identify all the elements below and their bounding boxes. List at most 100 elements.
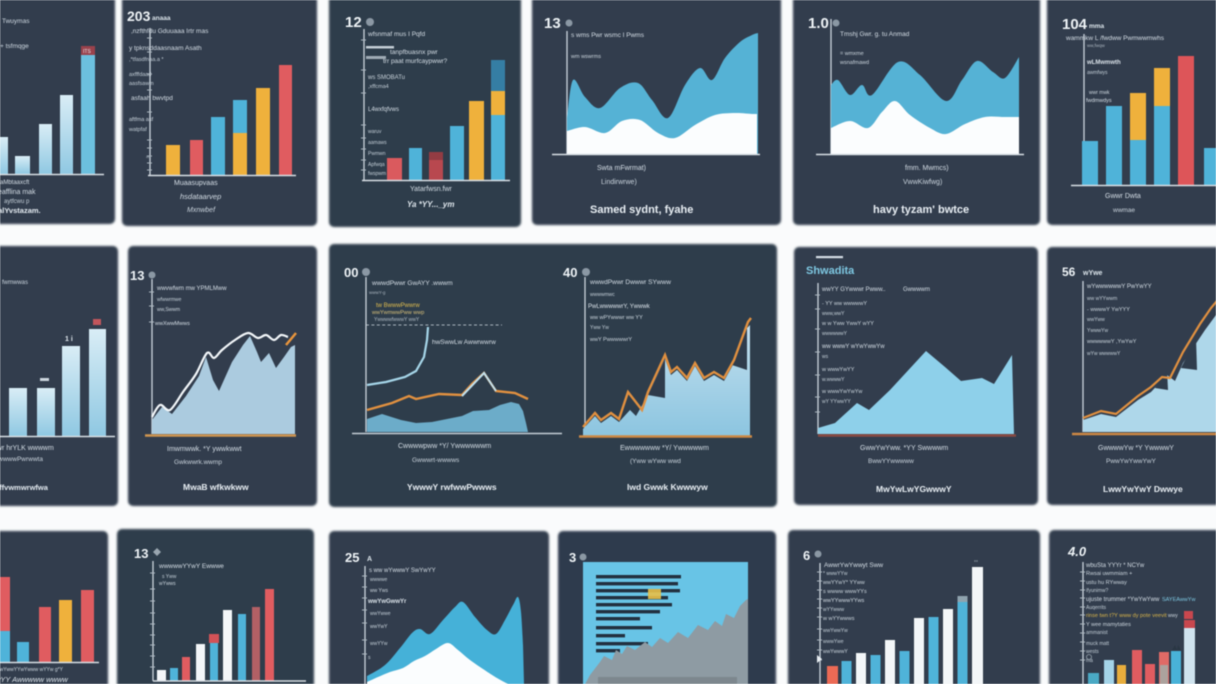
svg-text:wwYwwe: wwYwwe [370,611,391,617]
svg-text:tanpfbuasnx pwr: tanpfbuasnx pwr [390,49,439,56]
svg-text:Imwmwwk. *Y ywwkwwt: Imwmwwk. *Y ywwkwwt [167,446,242,453]
svg-text:fwdmwdys: fwdmwdys [1086,98,1112,104]
svg-text:mma: mma [1089,23,1105,30]
svg-text:wwXwwMwws: wwXwwMwws [154,321,190,327]
svg-text:aasfsawm: aasfsawm [129,81,154,87]
svg-text:fmm. Mwmcs): fmm. Mwmcs) [905,165,949,172]
svg-text:4.0: 4.0 [1067,544,1087,559]
svg-text:waruv: waruv [368,129,382,135]
svg-text:Pwmwn: Pwmwn [368,151,386,157]
svg-text:Swta mFwrmat): Swta mFwrmat) [597,165,646,172]
svg-text:wwwwwYYwY Ewwwe: wwwwwYYwY Ewwwe [158,563,224,570]
svg-text:Lindirwrwe): Lindirwrwe) [601,179,637,186]
svg-text:ws: ws [822,354,829,360]
svg-text:- wwwwY YwYYY: - wwwwY YwYYY [1087,307,1130,313]
svg-text:asfaah bwvtpd: asfaah bwvtpd [131,95,173,102]
svg-text:w wwwYwYwYw: w wwwYwYwYw [821,389,862,395]
svg-text:wsnafmawd: wsnafmawd [839,60,869,66]
svg-text:wY YYwwYY: wY YYwwYY [822,399,851,405]
svg-text:watpfaf: watpfaf [128,127,147,133]
svg-text:Iwd Gwwk Kwwwyw: Iwd Gwwk Kwwwyw [627,482,708,492]
svg-text:13: 13 [134,546,148,561]
svg-text:(Yww wYww wwd: (Yww wYww wwd [630,458,681,465]
svg-text:Mxnwbef: Mxnwbef [187,207,216,214]
svg-text:Auqerrits: Auqerrits [1086,605,1107,611]
svg-text:aytfcwu p: aytfcwu p [4,199,30,205]
svg-text:wm wswrms: wm wswrms [570,54,601,60]
svg-text:wwYwwYw: wwYwwYw [823,628,848,634]
svg-text:axfffdaad: axfffdaad [129,72,151,78]
svg-text:ammanist: ammanist [1086,630,1108,636]
svg-text:wwYwmwwPww wwp: wwYwmwwPww wwp [371,310,424,316]
svg-text:tw BwwwPwwrw: tw BwwwPwwrw [376,303,420,309]
svg-text:aa: aa [146,154,152,159]
svg-text:Twuymas: Twuymas [2,18,30,25]
svg-text:Muaasupvaas: Muaasupvaas [174,180,218,187]
svg-text:wwwwe: wwwwe [370,577,387,583]
svg-text:w.wwwwY: w.wwwwY [822,377,845,383]
svg-text:LwwYwYwY Dwwye: LwwYwYwY Dwwye [1103,484,1183,494]
svg-text:AwwrYwYwwyt Sww: AwwrYwYwwyt Sww [824,562,883,569]
svg-text:wwYYw: wwYYw [370,641,388,647]
svg-text:Gwwwwm: Gwwwwm [903,287,930,293]
svg-text:havy tyzam' bwtce: havy tyzam' bwtce [873,204,969,216]
svg-text:wwYYwY* YYww: wwYYwY* YYww [822,580,865,586]
svg-text:GwwwwYw *Y YwwwwY: GwwwwYw *Y YwwwwY [1098,445,1174,452]
svg-text:25: 25 [345,550,359,565]
svg-text:wwwwwwY ,YwYwY: wwwwwwY ,YwYwY [1086,339,1137,345]
svg-text:anaaa: anaaa [152,15,171,22]
svg-text:wfsnmaf mus I Pqfd: wfsnmaf mus I Pqfd [367,31,425,38]
svg-text:Gwkwwrk.wwmp: Gwkwwrk.wwmp [174,459,222,466]
svg-text:ifyunimw?: ifyunimw? [1086,588,1108,594]
svg-text:wwYwwYYwYwww wYYw g*Y: wwYwwYYwYwww wYYw g*Y [0,667,64,673]
svg-text:hwSwwLw Awwrwwrw: hwSwwLw Awwrwwrw [432,339,496,346]
svg-text:fwspwm: fwspwm [368,171,386,177]
svg-text:wLMwmwth: wLMwmwth [1086,60,1121,66]
svg-text:PwLwwwwwrY, Ywwwk: PwLwwwwwrY, Ywwwk [588,304,651,310]
svg-text:ww wPYwwwr ww YY: ww wPYwwwr ww YY [589,315,643,321]
svg-text:wwwwwwY: wwwwwwY [822,331,848,337]
svg-text:s wms Pwr wsmc I Pwms: s wms Pwr wsmc I Pwms [571,32,645,39]
svg-text:wYwwwwwwY PwYwYY: wYwwwwwwY PwYwYY [1086,284,1152,290]
svg-text:MwYwLwYGwwwY: MwYwLwYGwwwY [876,484,952,494]
svg-text:104: 104 [1062,16,1088,33]
svg-text:y tpknsddaasnaam Asath: y tpknsddaasnaam Asath [129,45,202,52]
svg-text:Yatarfwsn.fwr: Yatarfwsn.fwr [410,186,453,193]
svg-text:wYYwww: wYYwww [823,607,845,613]
svg-text:wests: wests [1086,649,1099,655]
svg-text:fwmwwas: fwmwwas [2,280,28,286]
svg-text:aftfma asf: aftfma asf [129,117,154,123]
svg-text:wwYYwwwYYws: wwYYwwwYYws [822,598,865,604]
svg-text:,xffcma4: ,xffcma4 [368,84,389,90]
svg-text:Apfwqa: Apfwqa [368,162,385,168]
svg-text:ialYvstazam.: ialYvstazam. [0,206,41,215]
svg-text:00: 00 [344,265,358,280]
svg-text:ma: ma [1086,658,1093,664]
svg-text:Gwwr Dwta: Gwwr Dwta [1105,193,1141,200]
svg-text:Tmshj Gwr. g. tu Anmad: Tmshj Gwr. g. tu Anmad [840,31,910,38]
svg-text:rinse twn t?Y www dy pote veev: rinse twn t?Y www dy pote veevit [1086,613,1167,619]
svg-text:13: 13 [544,15,561,32]
svg-text:Shwadita: Shwadita [806,265,855,277]
svg-text:1.0: 1.0 [808,15,829,32]
svg-text:L4wxfqfvws: L4wxfqfvws [368,107,399,113]
svg-text:YwwwYw: YwwwYw [1087,328,1109,334]
svg-text:,nzfthfdu Gduuaaa Irtr mas: ,nzfthfdu Gduuaaa Irtr mas [131,28,209,35]
svg-text:Y wee mamytaties: Y wee mamytaties [1086,622,1131,628]
svg-text:Gwwwrt-wwwws: Gwwwrt-wwwws [412,457,460,464]
svg-text:BwwYYwwwww: BwwYYwwwww [868,458,914,465]
svg-text:awmfwys: awmfwys [1087,70,1108,76]
svg-text:wwvwfwm mw YPMLMww: wwvwfwm mw YPMLMww [156,286,227,292]
svg-text:MwaB wfkwkww: MwaB wfkwkww [183,482,249,492]
svg-text:wwY PwwwwwrY: wwY PwwwwwrY [589,337,632,343]
svg-text:6: 6 [803,548,810,563]
svg-text:wwYY GYwwwr Pwww..: wwYY GYwwwr Pwww.. [821,287,886,293]
svg-text:* wwwYYw: * wwwYYw [823,571,848,577]
svg-text:40: 40 [563,265,577,280]
svg-text:3: 3 [569,550,576,565]
svg-text:YwwwwfwwwY wwY: YwwwwfwwwY wwY [374,317,420,323]
svg-text:w wYYwwws: w wYYwwws [822,616,855,622]
svg-text:wYw wwwwwY: wYw wwwwwY [1087,351,1121,357]
svg-text:s wwww wwwYYs: s wwww wwwYYs [823,589,867,595]
svg-text:Rwsai uwmmiam +: Rwsai uwmmiam + [1086,571,1132,577]
